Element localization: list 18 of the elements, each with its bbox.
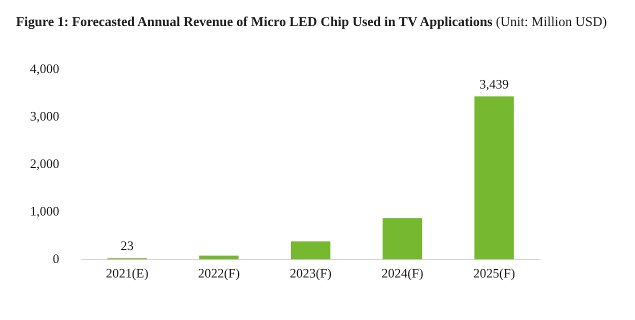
chart-title: Figure 1: Forecasted Annual Revenue of Micro LED Chip Used in TV Applications	[16, 14, 493, 29]
bar	[382, 218, 422, 260]
y-tick-label: 2,000	[30, 156, 60, 172]
bar	[199, 256, 239, 260]
x-tick-label: 2023(F)	[290, 266, 332, 281]
chart-subtitle: (Unit: Million USD)	[496, 14, 607, 29]
x-tick-label: 2024(F)	[381, 266, 424, 281]
bar	[474, 96, 514, 260]
data-label: 3,439	[480, 76, 509, 92]
x-tick-label: 2025(F)	[473, 266, 516, 281]
x-tick-label: 2021(E)	[106, 266, 148, 281]
x-tick-label: 2022(F)	[198, 266, 240, 281]
y-tick-label: 1,000	[30, 203, 60, 218]
bar	[290, 241, 330, 260]
y-tick-label: 0	[52, 250, 60, 266]
data-label: 23	[120, 238, 134, 254]
y-tick-label: 4,000	[30, 61, 60, 76]
y-tick-label: 3,000	[30, 108, 60, 124]
